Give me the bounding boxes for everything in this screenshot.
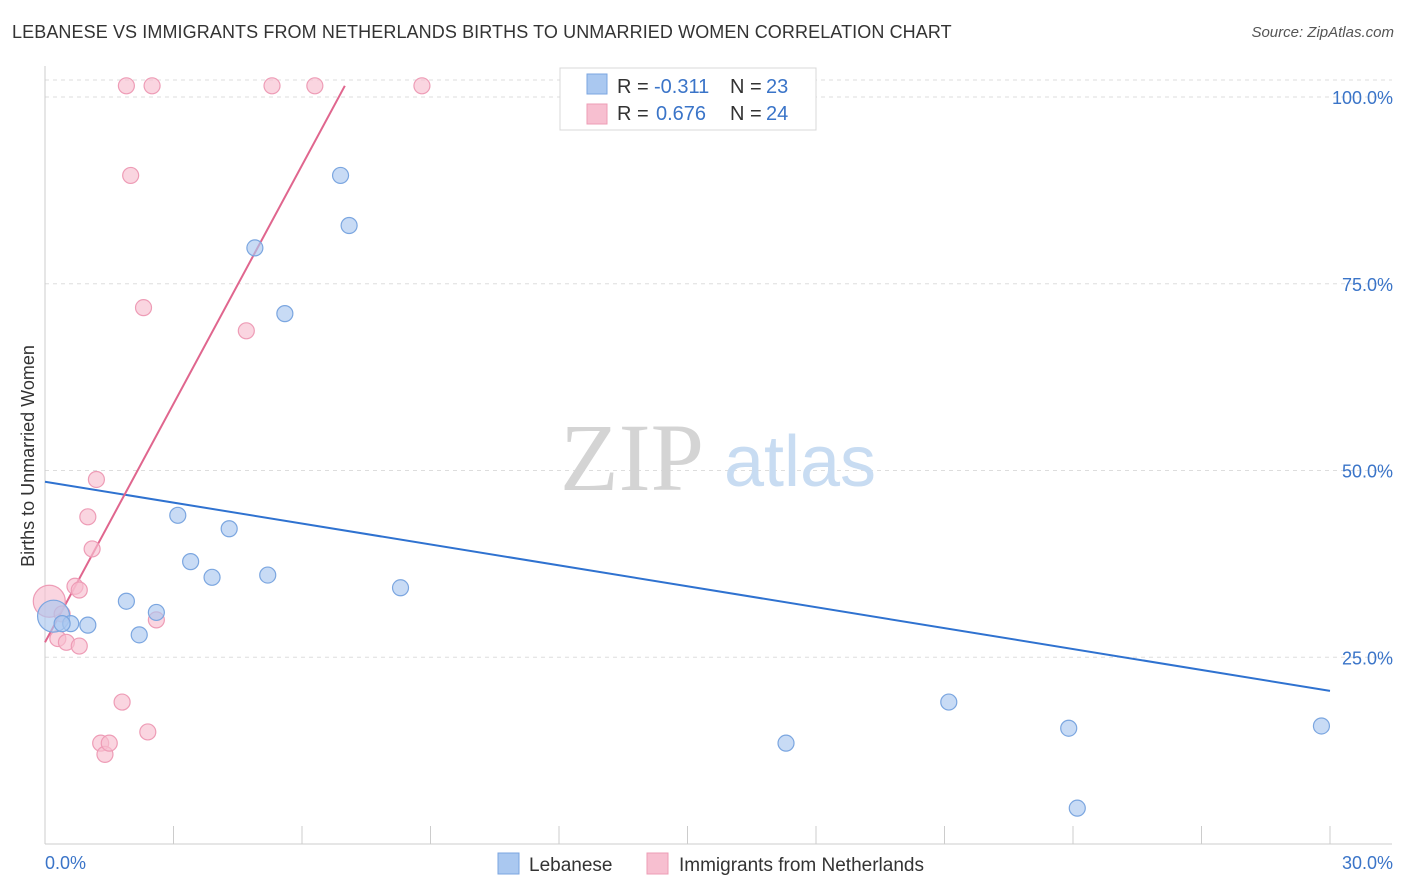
legend-n-value-1: 23	[766, 76, 788, 98]
trendline-lebanese	[44, 480, 1331, 692]
point-netherlands	[122, 166, 140, 185]
point-netherlands	[113, 693, 131, 711]
bottom-legend-swatch-lebanese	[497, 852, 520, 875]
point-lebanese	[391, 579, 410, 597]
watermark-atlas: atlas	[724, 422, 876, 502]
chart-title: LEBANESE VS IMMIGRANTS FROM NETHERLANDS …	[12, 22, 952, 42]
point-netherlands	[263, 77, 281, 95]
point-lebanese	[940, 693, 958, 711]
point-netherlands	[139, 723, 157, 741]
watermark: ZIP atlas	[560, 404, 876, 511]
point-netherlands	[100, 734, 118, 752]
point-netherlands	[306, 77, 324, 95]
legend-swatch-lebanese	[586, 73, 608, 95]
point-lebanese	[777, 734, 795, 752]
point-netherlands	[79, 508, 97, 526]
point-lebanese	[79, 616, 97, 634]
point-lebanese	[259, 566, 277, 584]
point-lebanese	[340, 216, 358, 235]
y-axis-title: Births to Unmarried Women	[18, 345, 38, 567]
series-legend: Lebanese Immigrants from Netherlands	[497, 852, 924, 876]
point-netherlands	[87, 470, 106, 489]
axes-layer: 0.0% 30.0%	[44, 66, 1393, 873]
x-tick-label-max: 30.0%	[1342, 853, 1393, 873]
chart-source: Source: ZipAtlas.com	[1251, 24, 1394, 41]
point-lebanese	[1068, 799, 1086, 817]
legend-r-label-2: R =	[617, 103, 649, 125]
point-netherlands	[413, 77, 431, 95]
point-lebanese	[169, 506, 187, 524]
point-lebanese	[331, 166, 350, 185]
y-tick-label: 100.0%	[1332, 88, 1393, 108]
point-netherlands	[143, 77, 161, 95]
legend-r-value-2: 0.676	[656, 103, 706, 125]
legend-n-label-2: N =	[730, 103, 762, 125]
point-lebanese	[203, 568, 221, 586]
bottom-legend-swatch-netherlands	[646, 852, 669, 875]
point-netherlands	[70, 581, 88, 599]
y-tick-label: 75.0%	[1342, 275, 1393, 295]
bottom-legend-label-netherlands: Immigrants from Netherlands	[679, 855, 924, 876]
watermark-zip: ZIP	[560, 404, 704, 511]
x-tick-label-min: 0.0%	[45, 853, 86, 873]
point-lebanese	[220, 520, 238, 538]
point-lebanese	[182, 553, 200, 571]
point-netherlands	[83, 540, 101, 558]
stats-legend: R = -0.311 N = 23 R = 0.676 N = 24	[559, 67, 817, 131]
point-lebanese	[276, 305, 294, 323]
point-lebanese	[53, 615, 71, 633]
point-lebanese	[1060, 719, 1078, 737]
point-netherlands	[134, 299, 153, 317]
point-lebanese	[117, 592, 135, 610]
point-netherlands	[70, 637, 88, 655]
legend-r-value-1: -0.311	[654, 76, 709, 98]
trend-layer	[44, 85, 1331, 692]
point-lebanese	[147, 603, 165, 622]
point-lebanese	[130, 626, 148, 644]
legend-swatch-netherlands	[586, 103, 608, 125]
legend-n-label-1: N =	[730, 76, 762, 98]
point-lebanese	[1312, 717, 1331, 735]
point-lebanese	[246, 239, 264, 257]
legend-n-value-2: 24	[766, 103, 788, 125]
bottom-legend-label-lebanese: Lebanese	[529, 855, 612, 876]
grid-layer: 25.0% 50.0% 75.0% 100.0%	[45, 79, 1393, 668]
y-tick-label: 25.0%	[1342, 648, 1393, 668]
point-netherlands	[237, 322, 255, 340]
point-netherlands	[117, 77, 135, 95]
points-layer	[32, 77, 1331, 817]
legend-r-label-1: R =	[617, 76, 649, 98]
y-tick-label: 50.0%	[1342, 462, 1393, 482]
